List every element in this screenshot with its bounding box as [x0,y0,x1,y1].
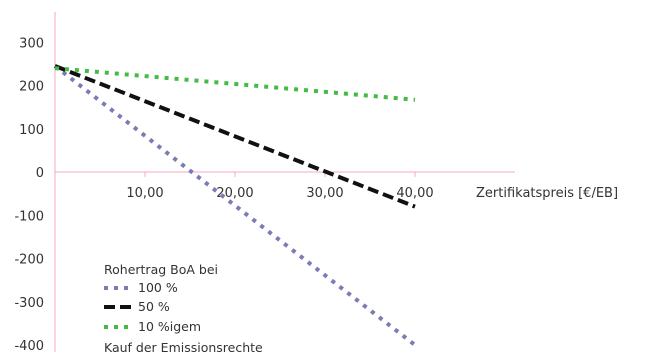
legend-label: 10 %igem [138,319,201,334]
y-tick-label: 0 [36,166,44,181]
y-tick-label: -300 [14,296,44,311]
legend: Rohertrag BoA bei 100 % 50 % 10 %igem Kauf… [104,262,263,355]
x-tick-label: 30,00 [306,186,343,201]
y-tick-label: -400 [14,339,44,354]
series-lines [53,64,417,347]
x-tick-label: 10,00 [126,186,163,201]
x-tick-labels: 10,00 20,00 30,00 40,00 [126,172,434,201]
y-tick-labels: 300 200 100 0 -100 -200 -300 -400 [14,36,44,354]
legend-title: Rohertrag BoA bei [104,262,218,277]
series-line-2 [54,64,416,209]
x-tick-label: 40,00 [396,186,433,201]
series-line-3 [54,66,416,102]
y-tick-label: -200 [14,253,44,268]
y-tick-label: 100 [19,123,44,138]
y-tick-label: -100 [14,209,44,224]
legend-label: 100 % [138,280,178,295]
y-tick-label: 300 [19,36,44,51]
series-line-1 [53,64,417,347]
x-axis-label: Zertifikatspreis [€/EB] [476,186,618,201]
legend-label: 50 % [138,299,170,314]
x-tick-label: 20,00 [216,186,253,201]
axes [54,12,515,352]
legend-footer: Kauf der Emissionsrechte [104,340,263,355]
y-tick-label: 200 [19,80,44,95]
